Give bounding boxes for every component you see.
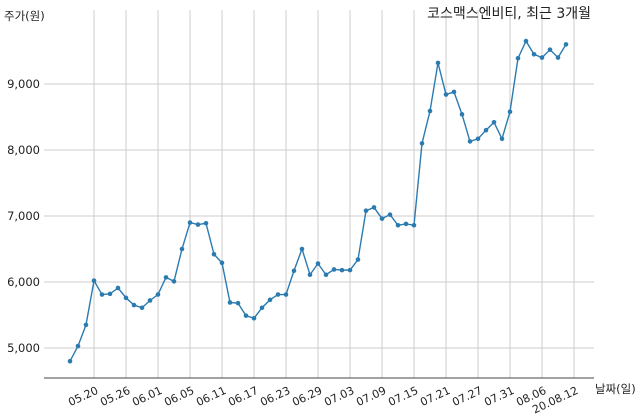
y-tick-labels: 5,000 6,000 7,000 8,000 9,000 bbox=[7, 77, 40, 355]
y-tick-label: 7,000 bbox=[7, 209, 40, 223]
data-point bbox=[427, 108, 433, 114]
data-point bbox=[251, 316, 257, 321]
data-point bbox=[99, 292, 105, 297]
data-point bbox=[411, 222, 417, 228]
data-point bbox=[187, 220, 193, 225]
data-point bbox=[475, 136, 481, 142]
x-tick-label: 06.17 bbox=[226, 384, 260, 409]
data-point bbox=[283, 292, 289, 297]
data-point bbox=[419, 141, 425, 146]
data-point bbox=[467, 139, 473, 144]
data-point bbox=[531, 52, 537, 57]
data-point bbox=[243, 313, 249, 318]
x-tick-label: 07.09 bbox=[354, 384, 388, 409]
data-point bbox=[555, 55, 561, 60]
data-point bbox=[147, 298, 153, 303]
data-point bbox=[211, 251, 217, 257]
data-point bbox=[195, 222, 201, 227]
data-point bbox=[123, 295, 129, 301]
data-point bbox=[483, 127, 489, 133]
data-point bbox=[155, 292, 161, 297]
data-point bbox=[443, 92, 449, 97]
data-point bbox=[259, 305, 265, 311]
x-tick-label: 07.21 bbox=[418, 384, 452, 409]
x-tick-label: 06.11 bbox=[194, 384, 228, 409]
data-point bbox=[355, 257, 361, 262]
data-point bbox=[363, 208, 369, 214]
data-point bbox=[435, 60, 441, 66]
data-point bbox=[323, 272, 329, 278]
data-point bbox=[507, 109, 513, 115]
data-point bbox=[131, 302, 137, 308]
data-point bbox=[315, 261, 321, 266]
data-point bbox=[459, 112, 465, 117]
data-point bbox=[371, 205, 377, 210]
data-point bbox=[91, 278, 97, 283]
x-tick-label: 06.29 bbox=[290, 384, 324, 409]
data-point bbox=[67, 358, 73, 364]
data-point bbox=[107, 291, 113, 297]
x-tick-label: 07.15 bbox=[386, 384, 420, 409]
data-point bbox=[235, 300, 241, 306]
data-point bbox=[395, 222, 401, 228]
data-point bbox=[203, 220, 209, 226]
data-point bbox=[515, 55, 521, 61]
data-point bbox=[267, 297, 273, 303]
data-point bbox=[163, 275, 169, 280]
x-tick-label: 07.31 bbox=[482, 384, 516, 409]
data-point bbox=[115, 285, 121, 291]
x-tick-label: 07.27 bbox=[450, 384, 484, 409]
y-tick-label: 9,000 bbox=[7, 77, 40, 91]
data-point bbox=[75, 343, 81, 349]
data-point bbox=[83, 322, 89, 328]
data-point bbox=[307, 272, 313, 278]
data-point bbox=[387, 212, 393, 217]
x-axis-label: 날짜(일) bbox=[595, 382, 636, 396]
x-tick-label: 06.23 bbox=[258, 384, 292, 409]
data-point bbox=[379, 216, 385, 221]
chart-title: 코스맥스엔비티, 최근 3개월 bbox=[427, 6, 591, 22]
data-point bbox=[291, 268, 297, 274]
data-point bbox=[275, 292, 281, 297]
price-points bbox=[67, 38, 569, 364]
data-point bbox=[539, 55, 545, 60]
data-point bbox=[491, 119, 497, 125]
data-point bbox=[499, 136, 505, 142]
data-point bbox=[403, 221, 409, 227]
x-tick-label: 05.20 bbox=[66, 384, 100, 409]
data-point bbox=[339, 267, 345, 273]
y-tick-label: 6,000 bbox=[7, 275, 40, 289]
data-point bbox=[171, 279, 177, 284]
x-tick-labels: 05.2005.2606.0106.0506.1106.1706.2306.29… bbox=[66, 384, 580, 416]
data-point bbox=[219, 260, 225, 266]
data-point bbox=[299, 246, 305, 252]
x-tick-label: 06.05 bbox=[162, 384, 196, 409]
data-point bbox=[227, 300, 233, 305]
data-point bbox=[347, 267, 353, 273]
y-tick-label: 8,000 bbox=[7, 143, 40, 157]
data-point bbox=[547, 47, 553, 52]
x-tick-label: 06.01 bbox=[130, 384, 164, 409]
grid-lines bbox=[44, 10, 594, 378]
data-point bbox=[563, 42, 569, 47]
data-point bbox=[331, 267, 337, 272]
y-axis-label: 주가(원) bbox=[4, 9, 45, 23]
data-point bbox=[179, 246, 185, 252]
data-point bbox=[523, 38, 529, 44]
data-point bbox=[451, 89, 457, 95]
y-tick-label: 5,000 bbox=[7, 341, 40, 355]
x-tick-label: 07.03 bbox=[322, 384, 356, 409]
x-tick-label: 05.26 bbox=[98, 384, 132, 409]
data-point bbox=[139, 305, 145, 311]
